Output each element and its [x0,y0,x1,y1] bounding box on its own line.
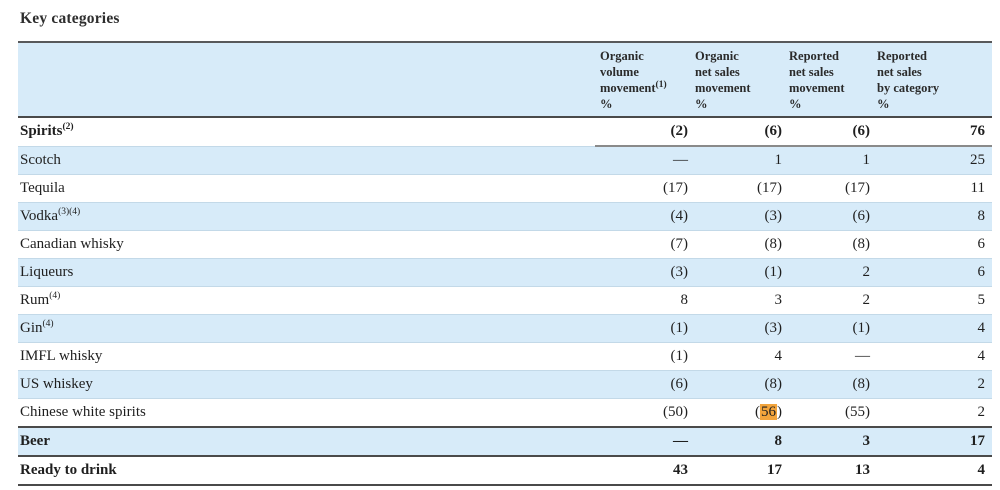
cell-value: 6 [872,258,992,287]
cell-value: (1) [784,314,872,343]
footnote-marker: (2) [62,122,74,133]
row-label: Liqueurs [18,258,595,287]
cell-value: (8) [690,370,784,399]
cell-value: 4 [690,342,784,371]
column-header: Reported net sales movement% [784,42,872,118]
table-body: Spirits(2) (2) (6) (6) 76 Scotch —1 1 25 Tequila(… [18,117,992,486]
cell-value: 8 [690,427,784,457]
page-title: Key categories [20,10,120,27]
cell-value: 1 [690,146,784,175]
cell-value: 4 [872,342,992,371]
table-row: Gin(4) (1) (3) (1) 4 [18,314,992,343]
cell-value: 2 [872,398,992,428]
cell-value: (1) [595,342,690,371]
cell-value: 17 [690,456,784,486]
cell-value: (17) [784,174,872,203]
row-label: Spirits(2) [18,117,595,147]
cell-value: (1) [595,314,690,343]
cell-value: — [784,342,872,371]
cell-value: (2) [595,117,690,147]
column-header-empty [18,42,595,118]
cell-value: (8) [784,370,872,399]
footnote-marker: (4) [42,319,54,329]
cell-value: (3) [690,202,784,231]
row-label: Beer [18,427,595,457]
column-header: Reported net sales by category% [872,42,992,118]
cell-value: (55) [784,398,872,428]
table-row: Beer —8 3 17 [18,427,992,457]
cell-value: 25 [872,146,992,175]
table-row: Rum(4) 8 3 2 5 [18,286,992,315]
cell-value: (6) [595,370,690,399]
row-label: Scotch [18,146,595,175]
cell-value: (17) [690,174,784,203]
cell-value: (56) [690,398,784,428]
row-label: Ready to drink [18,456,595,486]
footnote-marker: (4) [49,291,61,301]
footnote-marker: (1) [655,79,667,90]
cell-value: — [595,146,690,175]
cell-value: (6) [784,202,872,231]
table-row: Scotch —1 1 25 [18,146,992,175]
row-label: Canadian whisky [18,230,595,259]
row-label: Gin(4) [18,314,595,343]
cell-value: 6 [872,230,992,259]
cell-value: (3) [595,258,690,287]
cell-value: 5 [872,286,992,315]
table-row: Vodka(3)(4) (4) (3) (6) 8 [18,202,992,231]
row-label: IMFL whisky [18,342,595,371]
cell-value: (6) [690,117,784,147]
cell-value: (8) [784,230,872,259]
table-row: Tequila (17) (17) (17) 11 [18,174,992,203]
cell-value: (8) [690,230,784,259]
cell-value: 8 [872,202,992,231]
column-header: Organic net sales movement% [690,42,784,118]
table-header: Organic volume movement(1)% Organic net sale… [18,42,992,118]
table-row: Canadian whisky (7) (8) (8) 6 [18,230,992,259]
cell-value: 2 [872,370,992,399]
cell-value: (4) [595,202,690,231]
cell-value: (1) [690,258,784,287]
cell-value: (7) [595,230,690,259]
key-categories-table: Organic volume movement(1)% Organic net sale… [18,41,992,486]
table-row: Liqueurs (3) (1) 2 6 [18,258,992,287]
cell-value: 43 [595,456,690,486]
header-row: Organic volume movement(1)% Organic net sale… [18,42,992,118]
cell-value: 76 [872,117,992,147]
row-label: US whiskey [18,370,595,399]
cell-value: (50) [595,398,690,428]
row-label: Tequila [18,174,595,203]
cell-value: (17) [595,174,690,203]
cell-value: 8 [595,286,690,315]
cell-value: (6) [784,117,872,147]
cell-value: 4 [872,314,992,343]
cell-value: 3 [690,286,784,315]
table-row: IMFL whisky (1) 4—4 [18,342,992,371]
highlighted-value: 56 [760,404,777,420]
table-row: US whiskey (6) (8) (8) 2 [18,370,992,399]
column-header: Organic volume movement(1)% [595,42,690,118]
cell-value: 4 [872,456,992,486]
row-label: Vodka(3)(4) [18,202,595,231]
cell-value: — [595,427,690,457]
cell-value: 3 [784,427,872,457]
cell-value: 13 [784,456,872,486]
table-row: Ready to drink 43 17 13 4 [18,456,992,486]
cell-value: 1 [784,146,872,175]
cell-value: 2 [784,258,872,287]
row-label: Rum(4) [18,286,595,315]
table-row: Chinese white spirits (50) (56) (55) 2 [18,398,992,428]
cell-value: (3) [690,314,784,343]
table-row: Spirits(2) (2) (6) (6) 76 [18,117,992,147]
cell-value: 11 [872,174,992,203]
cell-value: 2 [784,286,872,315]
footnote-marker: (3)(4) [58,207,81,217]
cell-value: 17 [872,427,992,457]
row-label: Chinese white spirits [18,398,595,428]
